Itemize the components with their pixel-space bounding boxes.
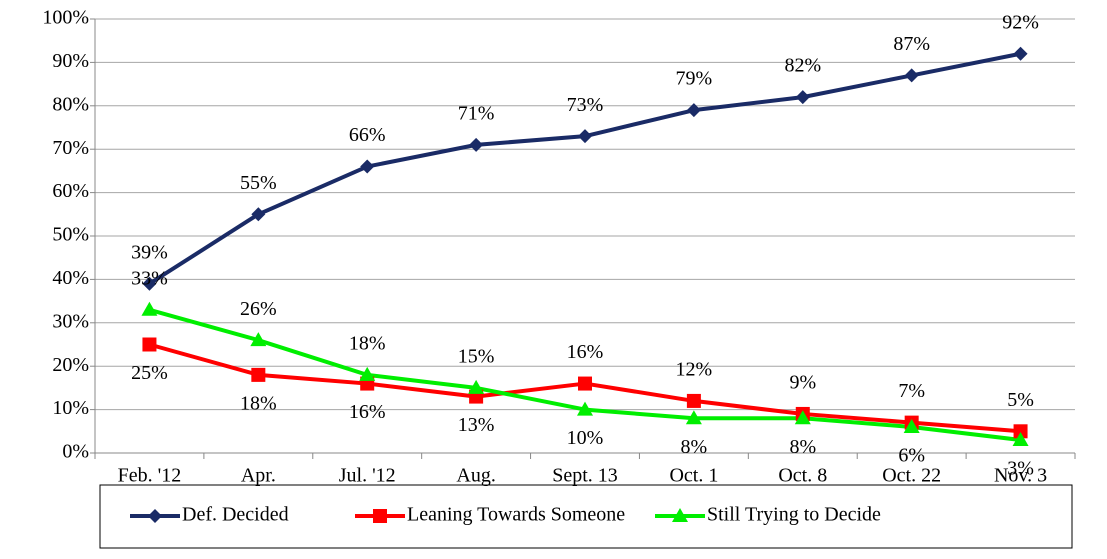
x-tick-label: Aug. (456, 465, 495, 487)
data-label: 7% (898, 380, 925, 402)
data-label: 9% (789, 372, 816, 394)
marker (904, 68, 919, 83)
data-label: 12% (676, 359, 713, 381)
data-label: 18% (349, 332, 386, 354)
data-label: 73% (567, 94, 604, 116)
data-label: 16% (567, 341, 604, 363)
legend-label: Def. Decided (182, 504, 289, 526)
data-label: 92% (1002, 11, 1039, 33)
marker (250, 332, 267, 347)
y-tick-label: 100% (42, 7, 89, 29)
marker (578, 376, 592, 391)
x-tick-label: Apr. (241, 465, 276, 487)
data-label: 87% (893, 33, 930, 55)
y-tick-label: 80% (52, 93, 89, 115)
marker (1012, 431, 1029, 446)
data-label: 15% (458, 345, 495, 367)
marker (251, 207, 266, 222)
x-tick-label: Sept. 13 (552, 465, 618, 487)
marker (141, 301, 158, 316)
y-tick-label: 60% (52, 180, 89, 202)
marker (360, 159, 375, 174)
marker (686, 103, 701, 118)
legend-marker (672, 508, 688, 522)
x-tick-label: Oct. 1 (669, 465, 718, 487)
y-tick-label: 20% (52, 354, 89, 376)
marker (251, 367, 266, 382)
marker (686, 393, 701, 408)
legend-box (99, 484, 1073, 549)
marker (578, 129, 592, 144)
marker (577, 401, 593, 416)
marker (903, 418, 920, 433)
x-tick-label: Jul. '12 (339, 465, 396, 487)
marker (142, 337, 157, 352)
y-tick-label: 90% (52, 50, 89, 72)
y-tick-label: 30% (52, 310, 89, 332)
marker (469, 137, 484, 152)
data-label: 8% (789, 436, 816, 458)
marker (1013, 46, 1028, 61)
data-label: 66% (349, 124, 386, 146)
data-label: 16% (349, 401, 386, 423)
marker (359, 366, 376, 381)
y-tick-label: 70% (52, 137, 89, 159)
marker (468, 379, 485, 394)
legend-label: Still Trying to Decide (707, 504, 881, 526)
marker (142, 276, 157, 291)
y-tick-label: 40% (52, 267, 89, 289)
data-label: 8% (681, 436, 708, 458)
data-label: 18% (240, 392, 277, 414)
data-label: 39% (131, 241, 168, 263)
marker (794, 410, 811, 425)
data-label: 5% (1007, 389, 1034, 411)
series-line (148, 51, 1021, 286)
y-tick-label: 10% (52, 397, 89, 419)
x-tick-label: Nov. 3 (994, 465, 1047, 487)
legend-marker (373, 509, 387, 523)
x-tick-label: Oct. 22 (882, 465, 941, 487)
marker (685, 410, 702, 425)
x-tick-label: Oct. 8 (778, 465, 827, 487)
marker (795, 90, 810, 105)
marker (1013, 424, 1028, 439)
legend-marker (148, 509, 162, 523)
data-label: 6% (898, 445, 925, 467)
data-label: 79% (676, 68, 713, 90)
x-tick-label: Feb. '12 (118, 465, 182, 487)
data-label: 71% (458, 102, 495, 124)
y-tick-label: 50% (52, 224, 89, 246)
legend-label: Leaning Towards Someone (407, 504, 625, 526)
data-label: 33% (131, 267, 168, 289)
data-label: 25% (131, 362, 168, 384)
data-label: 26% (240, 298, 277, 320)
data-label: 55% (240, 172, 277, 194)
data-label: 82% (784, 55, 821, 77)
y-tick-label: 0% (62, 441, 89, 463)
data-label: 3% (1007, 458, 1034, 480)
data-label: 10% (567, 427, 604, 449)
data-label: 13% (458, 414, 495, 436)
